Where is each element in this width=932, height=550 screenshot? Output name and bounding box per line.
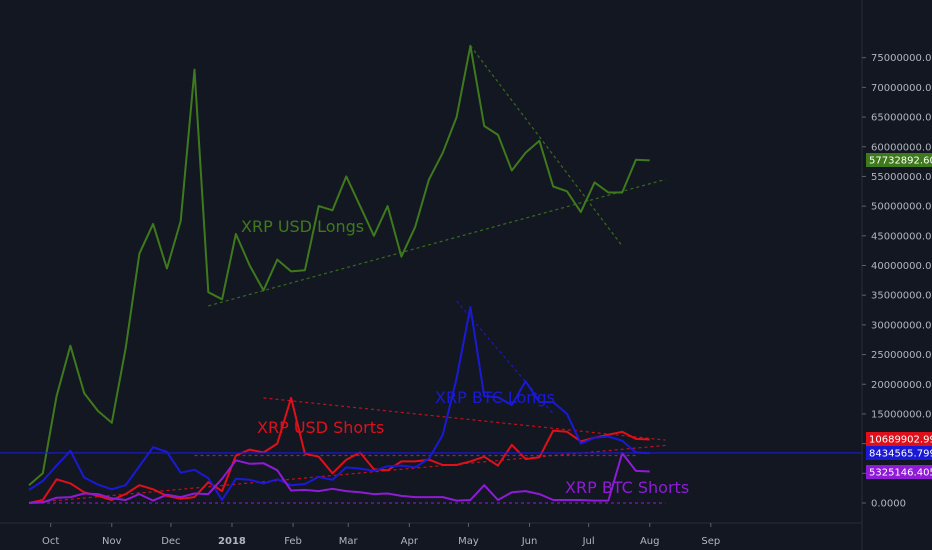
x-tick-label: Feb	[284, 536, 302, 547]
x-tick-label: Sep	[701, 536, 720, 547]
x-tick-label: Aug	[640, 536, 660, 547]
x-tick-label: Apr	[401, 536, 419, 547]
x-tick-label: Nov	[102, 536, 122, 547]
series-lines	[28, 44, 650, 504]
last-value-badge	[866, 432, 932, 446]
x-tick-label: Mar	[339, 536, 359, 547]
y-tick-label: 35000000.0000	[871, 291, 932, 302]
y-tick-label: 65000000.0000	[871, 113, 932, 124]
y-tick-label: 60000000.0000	[871, 142, 932, 153]
annotation-label: XRP USD Longs	[241, 217, 364, 236]
annotation-label: XRP BTC Longs	[435, 388, 555, 407]
x-tick-label: Jun	[521, 536, 538, 547]
y-tick-label: 45000000.0000	[871, 231, 932, 242]
trendline-1	[208, 178, 666, 307]
trendline-4	[28, 444, 666, 504]
y-tick-label: 25000000.0000	[871, 350, 932, 361]
last-value-label: 57732892.6012	[869, 156, 932, 167]
y-tick-label: 50000000.0000	[871, 202, 932, 213]
last-value-badge	[866, 153, 932, 167]
last-value-label: 8434565.7999	[869, 449, 932, 460]
series-line-3	[28, 306, 650, 501]
annotations: XRP USD Longs XRP USD Shorts XRP BTC Longs…	[241, 217, 689, 497]
x-tick-label: 2018	[218, 536, 246, 547]
y-tick-label: 0.0000	[871, 499, 906, 510]
last-value-label: 5325146.4058	[869, 468, 932, 479]
x-tick-label: Dec	[161, 536, 180, 547]
last-value-badge	[866, 465, 932, 479]
y-tick-label: 40000000.0000	[871, 261, 932, 272]
annotation-label: XRP BTC Shorts	[565, 478, 689, 497]
trendline-3	[263, 397, 666, 441]
last-value-label: 10689902.9955	[869, 435, 932, 446]
x-tick-label: May	[458, 536, 479, 547]
y-tick-label: 20000000.0000	[871, 380, 932, 391]
x-tick-label: Jul	[582, 536, 595, 547]
y-tick-label: 75000000.0000	[871, 53, 932, 64]
x-axis-ticks: Oct Nov Dec 2018 Feb Mar Apr May Jun Jul Aug Sep	[42, 523, 720, 547]
y-tick-label: 30000000.0000	[871, 320, 932, 331]
annotation-label: XRP USD Shorts	[257, 418, 384, 437]
y-tick-label: 55000000.0000	[871, 172, 932, 183]
last-value-badges: 57732892.6012 10689902.9955 8434565.7999 53…	[866, 153, 932, 479]
series-line-4	[28, 452, 650, 504]
x-tick-label: Oct	[42, 536, 59, 547]
y-tick-label: 15000000.0000	[871, 409, 932, 420]
series-line-2	[28, 396, 650, 504]
series-line-1	[28, 44, 650, 486]
last-value-badge	[866, 446, 932, 460]
y-tick-label: 70000000.0000	[871, 83, 932, 94]
